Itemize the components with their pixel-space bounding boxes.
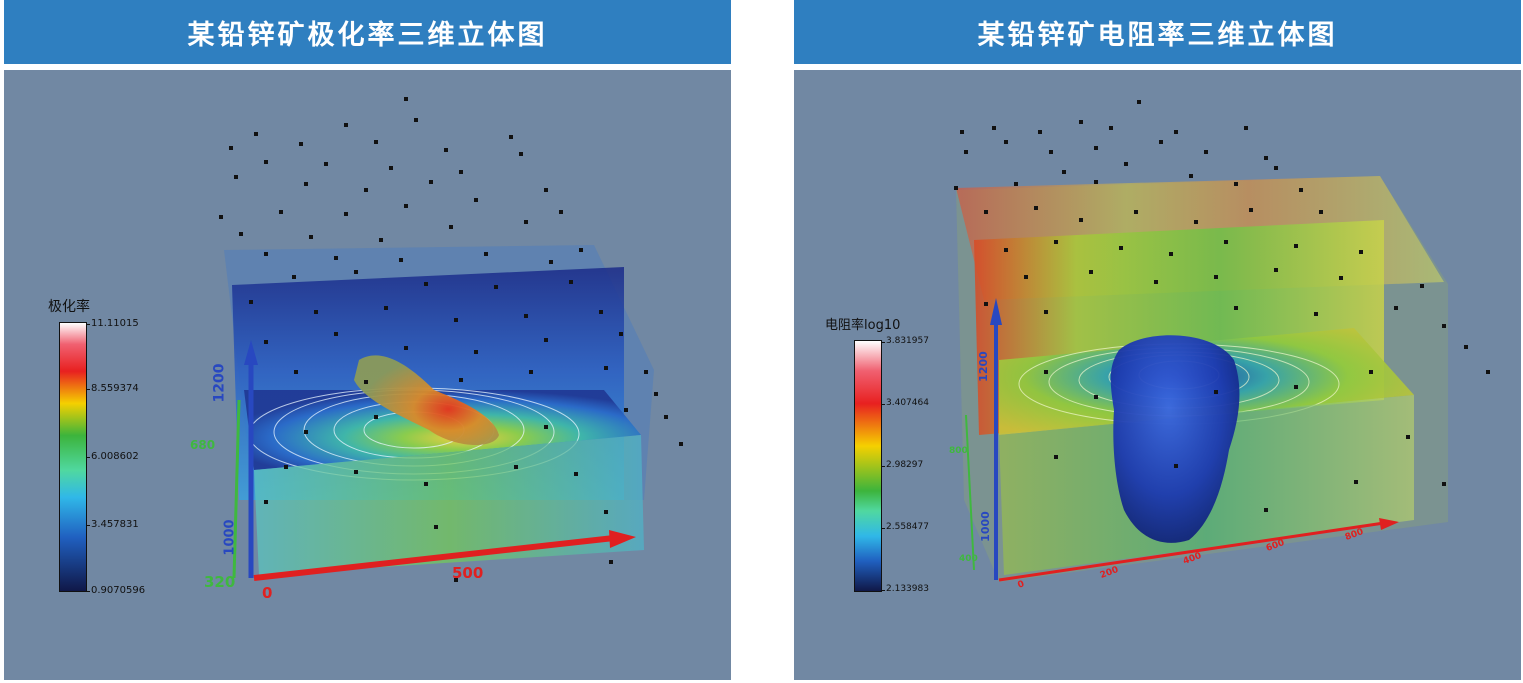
y-axis-label-top: 800 (949, 446, 968, 456)
low-resistivity-body (1110, 335, 1240, 543)
legend-tick-min: 2.133983 (882, 584, 929, 594)
front-volume (254, 435, 644, 575)
z-axis-arrow-icon (244, 340, 258, 365)
legend-tick: 3.457831 (87, 519, 139, 530)
x-axis-arrow-icon (1379, 518, 1399, 530)
resistivity-3d-view: 电阻率log10 3.831957 3.407464 2.98297 2.558… (794, 70, 1521, 680)
y-axis-label-top: 680 (190, 438, 216, 452)
title-divider (4, 66, 731, 68)
x-axis-arrow-icon (609, 530, 636, 548)
z-axis-label-top: 1200 (211, 363, 228, 403)
legend-tick-min: 0.9070596 (86, 585, 146, 596)
legend-tick: 3.407464 (882, 398, 929, 408)
y-axis (232, 399, 241, 579)
x-axis-label-zero: 0 (262, 584, 273, 602)
polarizability-render (219, 97, 683, 582)
legend-title: 电阻率log10 (825, 318, 901, 333)
z-axis-arrow-icon (990, 298, 1002, 325)
x-axis (253, 535, 615, 581)
borehole-points (954, 100, 1490, 512)
z-axis-label-bottom: 1000 (978, 511, 992, 542)
resistivity-render (954, 100, 1490, 582)
legend-tick: 6.008602 (87, 451, 139, 462)
title-divider (794, 66, 1521, 68)
polarizability-3d-view: 极化率 11.11015 8.559374 6.008602 3.457831 … (4, 70, 731, 680)
borehole-points (219, 97, 683, 582)
panel-title: 某铅锌矿极化率三维立体图 (4, 0, 731, 64)
legend-tick: 8.559374 (87, 383, 139, 394)
legend-tick-max: 11.11015 (87, 318, 139, 329)
resistivity-panel: 某铅锌矿电阻率三维立体图 (794, 0, 1521, 683)
x-axis (998, 521, 1385, 582)
legend-title: 极化率 (48, 299, 90, 315)
legend-tick: 2.558477 (882, 522, 929, 532)
anomaly-body (354, 355, 499, 446)
y-axis-label-bottom: 400 (959, 554, 978, 564)
z-axis-label-bottom: 1000 (222, 519, 238, 556)
legend-tick: 2.98297 (881, 460, 924, 470)
legend-tick-max: 3.831957 (882, 336, 929, 346)
polarizability-panel: 某铅锌矿极化率三维立体图 (4, 0, 731, 683)
color-scale-bar (59, 322, 87, 592)
z-axis-label-top: 1200 (976, 351, 990, 382)
color-scale-bar (854, 340, 882, 592)
y-axis (965, 414, 975, 571)
x-axis-label-mid: 500 (452, 564, 484, 582)
panel-title: 某铅锌矿电阻率三维立体图 (794, 0, 1521, 64)
y-axis-label-bottom: 320 (204, 573, 236, 591)
